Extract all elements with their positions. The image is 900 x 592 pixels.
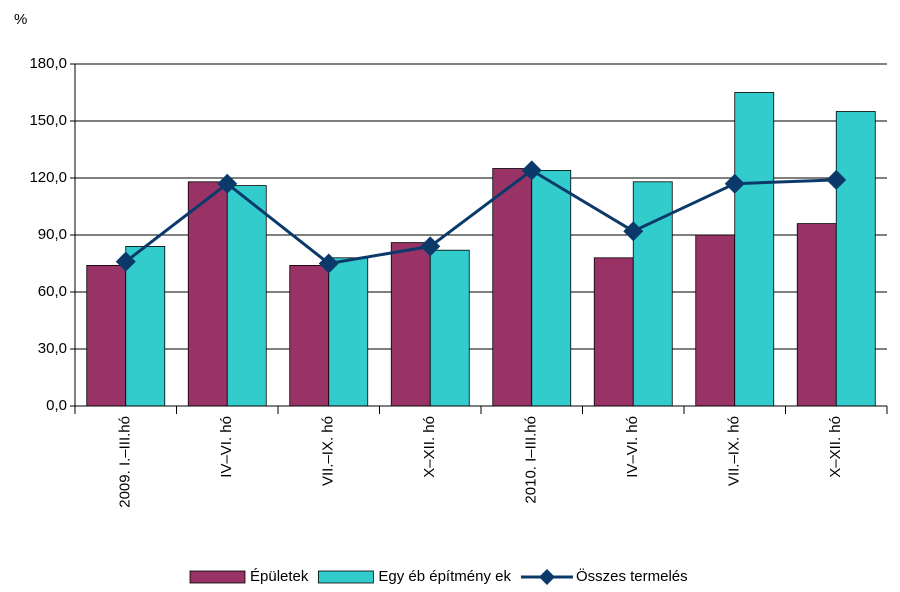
bar (695, 234, 736, 407)
bar (492, 168, 533, 407)
y-tick-label: 90,0 (38, 226, 67, 243)
bar (226, 185, 267, 407)
legend-swatch (538, 569, 555, 585)
bar (835, 111, 876, 407)
line (124, 168, 837, 266)
bar (593, 257, 634, 407)
x-tick-label: IV–VI. hó (624, 416, 641, 478)
marker (318, 253, 339, 274)
legend-label: Összes termelés (576, 567, 688, 585)
legend-swatch (317, 570, 374, 584)
bar (531, 169, 572, 407)
bar (429, 249, 470, 407)
x-tick-label: X–XII. hó (827, 416, 844, 478)
legend-label: Épületek (250, 568, 309, 585)
x-tick-label: 2009. I.–III.hó (117, 416, 134, 508)
bar (86, 264, 127, 407)
x-tick-label: X–XII. hó (421, 416, 438, 478)
legend-swatch (189, 570, 246, 584)
x-tick-label: IV–VI. hó (218, 416, 235, 478)
legend-label: Egy éb építmény ek (378, 568, 511, 585)
bar (289, 264, 330, 407)
marker (217, 173, 238, 194)
y-tick-label: 120,0 (29, 169, 67, 186)
marker (521, 160, 542, 181)
y-tick-label: 60,0 (38, 283, 67, 300)
bar (187, 181, 228, 407)
marker (115, 251, 136, 272)
bar (796, 223, 837, 407)
marker (826, 169, 847, 190)
x-tick-label: 2010. I–III.hó (523, 416, 540, 504)
bar (328, 257, 369, 407)
x-tick-label: VII.–IX. hó (726, 416, 743, 486)
bar (632, 181, 673, 407)
y-tick-label: 30,0 (38, 340, 67, 357)
marker (420, 236, 441, 257)
marker (623, 221, 644, 242)
bar (390, 242, 431, 407)
marker (724, 173, 745, 194)
y-axis-label: % (14, 11, 27, 28)
bar (734, 92, 775, 407)
y-tick-label: 150,0 (29, 112, 67, 129)
bar (125, 245, 166, 407)
y-tick-label: 180,0 (29, 55, 67, 72)
y-tick-label: 0,0 (46, 397, 67, 414)
x-tick-label: VII.–IX. hó (320, 416, 337, 486)
